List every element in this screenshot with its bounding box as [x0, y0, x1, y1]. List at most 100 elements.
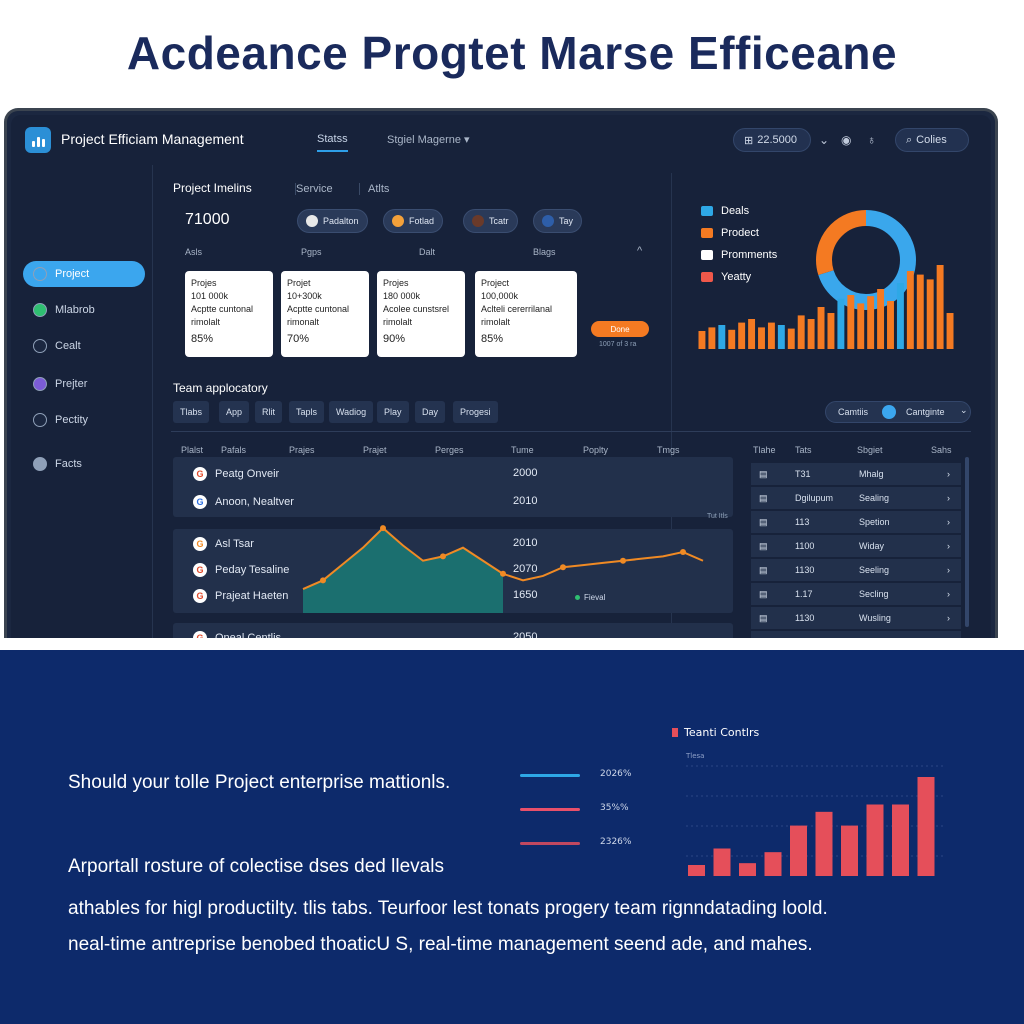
- filter-wadiog[interactable]: Wadiog: [329, 401, 374, 423]
- search-label: Colies: [916, 134, 947, 146]
- right-column-header: Tlahe: [753, 445, 776, 455]
- line-chart: [302, 525, 704, 613]
- bar: [708, 327, 716, 349]
- sidebar-item-cealt[interactable]: Cealt: [23, 333, 145, 359]
- done-button[interactable]: Done: [591, 321, 649, 337]
- table-row[interactable]: G Peatg Onveir: [193, 467, 279, 481]
- view-toggle[interactable]: Camtiis Cantginte ⌄: [825, 401, 971, 423]
- chevron-down-icon: ⌄: [960, 405, 968, 415]
- divider: [671, 173, 672, 638]
- bar: [787, 328, 795, 349]
- filter-rlit[interactable]: Rlit: [255, 401, 282, 423]
- laptop-frame: Project Efficiam Management Statss Stgie…: [4, 108, 998, 638]
- right-table-row[interactable]: ▤ 113 Spetion ›: [751, 511, 961, 533]
- filter-day[interactable]: Day: [415, 401, 446, 423]
- sidebar-item-pectity[interactable]: Pectity: [23, 407, 145, 433]
- row-name: Anoon, Nealtver: [215, 496, 294, 508]
- legend-label: Yeatty: [721, 271, 752, 283]
- filter-play[interactable]: Play: [377, 401, 409, 423]
- bar: [815, 811, 833, 876]
- project-card[interactable]: Project 100,000k Aclteli cererrilanal rimol…: [475, 271, 577, 357]
- magnifier-icon: [33, 267, 47, 281]
- play-icon[interactable]: ◉: [841, 133, 852, 147]
- bar: [892, 804, 909, 876]
- legend-swatch: [701, 272, 713, 282]
- sidebar-item-label: Project: [55, 268, 90, 280]
- bar-chart-title: Teanti Contlrs: [672, 726, 759, 739]
- donut-segment: [816, 210, 916, 310]
- legend-swatch: [701, 206, 713, 216]
- right-table-row[interactable]: ▤ 1130 Wusling ›: [751, 607, 961, 629]
- chevron-right-icon: ›: [947, 493, 950, 503]
- right-table-row[interactable]: ▤ 1110 Selang ›: [751, 631, 961, 638]
- chip-padalton[interactable]: Padalton: [297, 209, 368, 233]
- filter-tlabs[interactable]: Tlabs: [173, 401, 210, 423]
- sidebar-item-mlabrob[interactable]: Mlabrob: [23, 297, 145, 323]
- service-link[interactable]: Service: [295, 183, 333, 195]
- row-name: Prajeat Haeten: [215, 590, 289, 602]
- doc-icon: ▤: [759, 493, 768, 503]
- chevron-down-icon[interactable]: ⌄: [819, 133, 830, 147]
- row-name: Asl Tsar: [215, 538, 254, 550]
- card-amount: 100,000k: [481, 291, 519, 301]
- filter-progesi[interactable]: Progesi: [453, 401, 498, 423]
- project-card[interactable]: Projes 101 000k Acptte cuntonal rimolalt 85%: [185, 271, 273, 357]
- bar: [777, 325, 785, 349]
- chip-fotlad[interactable]: Fotlad: [383, 209, 444, 233]
- bar: [827, 313, 835, 349]
- project-card[interactable]: Projet 10+300k Acptte cuntonal rimonalt 70%: [281, 271, 369, 357]
- bar: [847, 295, 855, 349]
- right-column-header: Sahs: [931, 445, 952, 455]
- user-icon: [33, 377, 47, 391]
- bar: [946, 313, 954, 349]
- bar: [767, 322, 775, 349]
- atlts-link[interactable]: Atlts: [359, 183, 389, 195]
- scrollbar[interactable]: [965, 457, 969, 627]
- counter-pill[interactable]: ⊞ 22.5000: [733, 128, 811, 152]
- card-icon: [33, 413, 47, 427]
- bar: [739, 863, 756, 876]
- card-desc: rimolalt: [481, 317, 511, 327]
- table-row[interactable]: G Anoon, Nealtver: [193, 495, 294, 509]
- tab-stgiel-magerne[interactable]: Stgiel Magerne ▾: [387, 133, 470, 146]
- right-table-row[interactable]: ▤ 1.17 Secling ›: [751, 583, 961, 605]
- mini-trend-value: 2026%: [600, 769, 632, 779]
- google-icon: G: [193, 589, 207, 603]
- table-row[interactable]: G Peday Tesaline: [193, 563, 289, 577]
- right-table-row[interactable]: ▤ T31 Mhalg ›: [751, 463, 961, 485]
- bar: [866, 804, 884, 876]
- notification-icon[interactable]: ♁: [867, 133, 876, 147]
- project-card[interactable]: Projes 180 000k Acolee cunstsrel rimolalt 90…: [377, 271, 465, 357]
- bar: [807, 319, 815, 349]
- legend-item: Deals: [701, 205, 749, 217]
- row-id: 1100: [795, 541, 815, 551]
- legend-label: Deals: [721, 205, 750, 217]
- timeline-title: Project Imelins: [173, 181, 252, 195]
- table-row[interactable]: G Asl Tsar: [193, 537, 254, 551]
- tab-statss[interactable]: Statss: [317, 133, 348, 152]
- table-row[interactable]: G Prajeat Haeten: [193, 589, 288, 603]
- column-label: Blags: [533, 247, 556, 257]
- row-status: Wusling: [859, 613, 891, 623]
- search-button[interactable]: ⌕ Colies: [895, 128, 969, 152]
- sidebar-item-project[interactable]: Project: [23, 261, 145, 287]
- row-name: Oneal Centlis: [215, 632, 282, 638]
- row-year: 2010: [513, 537, 538, 549]
- row-id: 113: [795, 517, 810, 527]
- table-row[interactable]: G Oneal Centlis: [193, 631, 281, 638]
- right-table-row[interactable]: ▤ 1100 Widay ›: [751, 535, 961, 557]
- sidebar-item-facts[interactable]: Facts: [23, 451, 145, 477]
- sidebar-item-prejter[interactable]: Prejter: [23, 371, 145, 397]
- bar: [877, 289, 885, 349]
- right-table-row[interactable]: ▤ 1130 Seeling ›: [751, 559, 961, 581]
- chip-tcatr[interactable]: Tcatr: [463, 209, 518, 233]
- google-icon: G: [193, 467, 207, 481]
- line-legend-label: Fieval: [584, 593, 606, 602]
- promo-line-2: Arportall rosture of colectise dses ded …: [68, 856, 444, 877]
- right-table-row[interactable]: ▤ Dgilupum Sealing ›: [751, 487, 961, 509]
- filter-tapls[interactable]: Tapls: [289, 401, 325, 423]
- collapse-icon[interactable]: ^: [637, 245, 643, 257]
- filter-app[interactable]: App: [219, 401, 250, 423]
- chip-tay[interactable]: Tay: [533, 209, 583, 233]
- legend-dot: [575, 595, 580, 600]
